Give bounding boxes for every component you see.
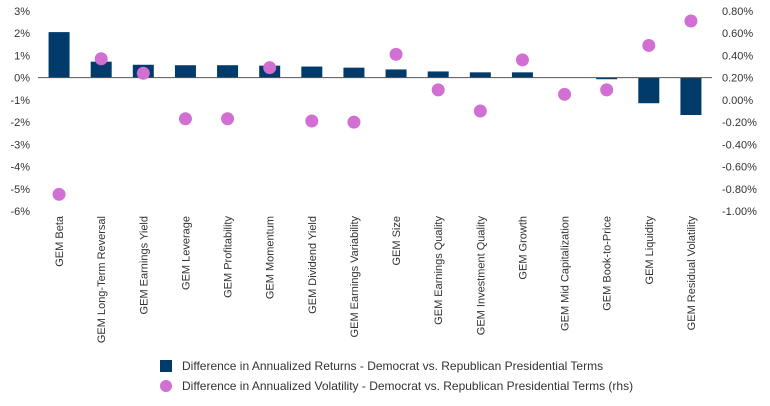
- bar: [385, 69, 407, 78]
- legend-label-volatility: Difference in Annualized Volatility - De…: [182, 379, 634, 393]
- scatter-point: [642, 38, 656, 52]
- y-left-tick-label: -6%: [10, 206, 30, 218]
- scatter-point: [263, 61, 277, 75]
- x-tick-label: GEM Book-to-Price: [602, 216, 614, 311]
- scatter-point: [431, 83, 445, 97]
- y-left-tick-label: -4%: [10, 162, 30, 174]
- legend: Difference in Annualized Returns - Democ…: [160, 356, 720, 396]
- x-tick-label: GEM Profitability: [223, 216, 235, 298]
- bar: [427, 71, 449, 78]
- y-right-tick-label: -1.00%: [722, 206, 757, 218]
- x-tick-label: GEM Dividend Yield: [307, 216, 319, 314]
- x-tick-label: GEM Residual Volatility: [686, 216, 698, 331]
- x-tick-label: GEM Growth: [517, 216, 529, 280]
- bar: [174, 65, 196, 78]
- scatter-point: [389, 47, 403, 61]
- x-tick-label: GEM Size: [391, 216, 403, 266]
- x-tick-label: GEM Earnings Yield: [138, 216, 150, 314]
- scatter-point: [558, 87, 572, 101]
- scatter-point: [178, 112, 192, 126]
- y-left-tick-label: 1%: [14, 50, 30, 62]
- bar: [511, 72, 533, 78]
- scatter-point: [684, 14, 698, 28]
- y-right-tick-label: 0.40%: [722, 50, 753, 62]
- bar: [217, 65, 239, 78]
- bar: [343, 67, 365, 78]
- scatter-point: [52, 187, 66, 201]
- bar: [469, 72, 491, 78]
- x-tick-label: GEM Long-Term Reversal: [96, 216, 108, 343]
- scatter-point: [600, 83, 614, 97]
- legend-swatch-bar: [160, 360, 172, 372]
- scatter-point: [305, 114, 319, 128]
- scatter-point: [94, 52, 108, 66]
- scatter-point: [515, 53, 529, 67]
- x-tick-label: GEM Liquidity: [644, 216, 656, 285]
- y-right-tick-label: -0.20%: [722, 117, 757, 129]
- bar: [596, 77, 618, 80]
- y-left-tick-label: -1%: [10, 95, 30, 107]
- y-right-tick-label: -0.80%: [722, 184, 757, 196]
- y-right-tick-label: -0.60%: [722, 162, 757, 174]
- x-tick-label: GEM Leverage: [180, 216, 192, 290]
- scatter-point: [473, 104, 487, 118]
- x-tick-label: GEM Earnings Variability: [349, 216, 361, 338]
- scatter-point: [136, 66, 150, 80]
- y-right-tick-label: 0.80%: [722, 6, 753, 18]
- y-right-tick-label: 0.00%: [722, 95, 753, 107]
- scatter-point: [347, 115, 361, 129]
- y-left-tick-label: -5%: [10, 184, 30, 196]
- y-left-tick-label: -3%: [10, 139, 30, 151]
- x-tick-label: GEM Momentum: [265, 216, 277, 299]
- bar: [301, 66, 323, 78]
- bar: [48, 32, 70, 78]
- x-tick-label: GEM Earnings Quality: [433, 216, 445, 325]
- legend-item-volatility: Difference in Annualized Volatility - De…: [160, 376, 720, 396]
- y-left-tick-label: 2%: [14, 28, 30, 40]
- legend-label-returns: Difference in Annualized Returns - Democ…: [182, 359, 604, 373]
- legend-item-returns: Difference in Annualized Returns - Democ…: [160, 356, 720, 376]
- y-left-tick-label: 0%: [14, 73, 30, 85]
- legend-swatch-dot: [160, 380, 172, 392]
- y-right-tick-label: -0.40%: [722, 139, 757, 151]
- x-tick-label: GEM Investment Quality: [475, 216, 487, 336]
- x-tick-label: GEM Mid Capitalization: [560, 216, 572, 331]
- y-right-tick-label: 0.60%: [722, 28, 753, 40]
- y-right-tick-label: 0.20%: [722, 73, 753, 85]
- bar: [90, 61, 112, 78]
- y-left-tick-label: -2%: [10, 117, 30, 129]
- bar: [638, 77, 660, 104]
- x-tick-label: GEM Beta: [54, 215, 66, 267]
- scatter-point: [221, 112, 235, 126]
- y-left-tick-label: 3%: [14, 6, 30, 18]
- bar: [680, 77, 702, 115]
